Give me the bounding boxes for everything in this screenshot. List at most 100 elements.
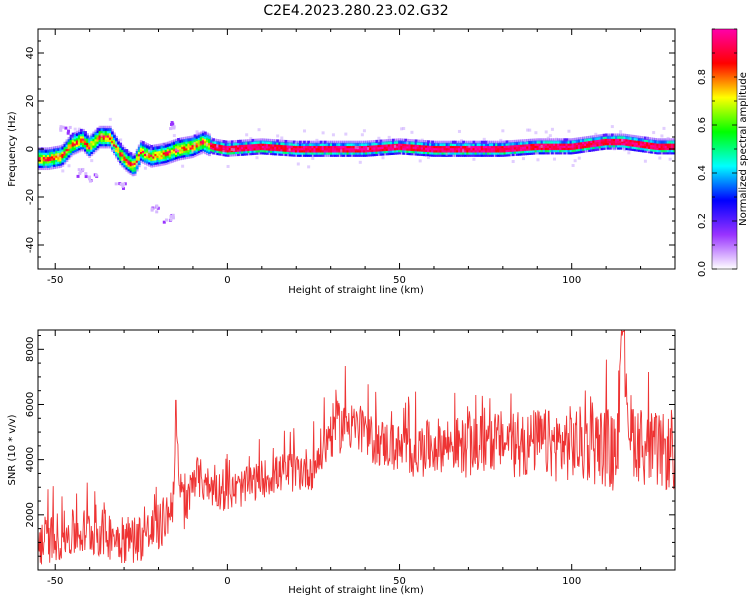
heatmap-cell xyxy=(110,139,114,144)
heatmap-cell xyxy=(530,145,534,149)
heatmap-cell xyxy=(439,142,443,147)
heatmap-cell xyxy=(127,163,131,167)
heatmap-cell xyxy=(522,152,525,156)
heatmap-cell xyxy=(189,142,193,146)
heatmap-cell xyxy=(484,149,488,153)
heatmap-cell xyxy=(214,140,218,144)
heatmap-cell xyxy=(156,143,160,148)
heatmap-cell xyxy=(44,156,48,160)
heatmap-cell xyxy=(586,136,589,140)
heatmap-cell xyxy=(197,134,201,138)
heatmap-blob xyxy=(162,220,166,224)
heatmap-cell xyxy=(557,144,561,148)
heatmap-cell xyxy=(443,140,447,144)
heatmap-cell xyxy=(113,139,116,143)
heatmap-cell xyxy=(115,138,118,142)
heatmap-cell xyxy=(261,151,265,155)
heatmap-cell xyxy=(499,145,503,149)
heatmap-cell xyxy=(323,140,327,144)
heatmap-cell xyxy=(139,146,143,150)
heatmap-cell xyxy=(369,148,373,153)
heatmap-cell xyxy=(666,144,670,148)
heatmap-cell xyxy=(352,149,356,153)
heatmap-cell xyxy=(623,133,627,137)
heatmap-cell xyxy=(154,155,158,159)
heatmap-cell xyxy=(278,141,282,145)
heatmap-cell xyxy=(79,128,83,133)
heatmap-cell xyxy=(402,142,406,147)
heatmap-cell xyxy=(305,140,308,144)
heatmap-blob xyxy=(64,126,68,130)
heatmap-cell xyxy=(115,141,119,145)
heatmap-cell xyxy=(127,165,131,170)
heatmap-blob xyxy=(123,182,127,186)
heatmap-cell xyxy=(88,137,92,141)
heatmap-cell xyxy=(342,149,346,153)
heatmap-cell xyxy=(313,142,317,147)
heatmap-cell xyxy=(652,148,656,152)
heatmap-cell xyxy=(199,146,203,150)
heatmap-cell xyxy=(563,144,567,148)
heatmap-cell xyxy=(106,130,110,134)
heatmap-cell xyxy=(592,146,596,150)
heatmap-cell xyxy=(90,148,94,152)
heatmap-cell xyxy=(515,141,519,146)
heatmap-cell xyxy=(296,162,300,166)
heatmap-cell xyxy=(206,132,209,136)
heatmap-blob xyxy=(76,174,80,178)
heatmap-cell xyxy=(391,138,395,142)
heatmap-cell xyxy=(474,145,478,149)
heatmap-cell xyxy=(88,152,92,156)
heatmap-cell xyxy=(422,146,426,150)
heatmap-cell xyxy=(311,145,315,149)
heatmap-cell xyxy=(544,138,548,142)
heatmap-cell xyxy=(226,149,230,153)
heatmap-cell xyxy=(363,151,366,155)
heatmap-cell xyxy=(548,134,552,138)
heatmap-cell xyxy=(350,142,354,147)
heatmap-cell xyxy=(460,147,463,151)
heatmap-cell xyxy=(499,149,503,153)
heatmap-cell xyxy=(236,144,240,148)
heatmap-cell xyxy=(486,149,490,153)
heatmap-cell xyxy=(139,157,143,161)
heatmap-cell xyxy=(489,142,492,147)
heatmap-cell xyxy=(602,146,606,150)
heatmap-cell xyxy=(286,146,290,150)
heatmap-cell xyxy=(412,143,416,147)
heatmap-cell xyxy=(88,135,92,139)
heatmap-cell xyxy=(363,153,366,157)
heatmap-cell xyxy=(84,150,87,154)
heatmap-cell xyxy=(404,145,408,149)
heatmap-cell xyxy=(201,141,205,145)
heatmap-cell xyxy=(561,151,565,155)
heatmap-cell xyxy=(503,149,507,153)
heatmap-cell xyxy=(166,158,170,163)
heatmap-cell xyxy=(371,153,375,157)
heatmap-cell xyxy=(408,139,412,143)
heatmap-cell xyxy=(571,163,575,167)
heatmap-cell xyxy=(305,153,308,157)
heatmap-cell xyxy=(451,149,455,153)
heatmap-cell xyxy=(263,151,267,155)
heatmap-cell xyxy=(325,142,329,147)
heatmap-cell xyxy=(482,137,486,141)
heatmap-cell xyxy=(131,162,135,166)
heatmap-cell xyxy=(666,136,670,140)
heatmap-cell xyxy=(338,140,342,144)
heatmap-cell xyxy=(309,151,313,155)
heatmap-cell xyxy=(131,153,135,157)
heatmap-cell xyxy=(243,145,246,150)
heatmap-cell xyxy=(183,147,187,151)
heatmap-cell xyxy=(321,131,325,135)
heatmap-cell xyxy=(59,164,63,168)
heatmap-cell xyxy=(544,151,548,155)
heatmap-cell xyxy=(154,150,158,154)
heatmap-cell xyxy=(131,168,135,172)
heatmap-cell xyxy=(253,151,257,155)
heatmap-cell xyxy=(170,155,174,159)
heatmap-blob xyxy=(155,210,159,214)
heatmap-cell xyxy=(482,142,486,147)
heatmap-cell xyxy=(189,153,193,157)
heatmap-cell xyxy=(546,151,550,155)
